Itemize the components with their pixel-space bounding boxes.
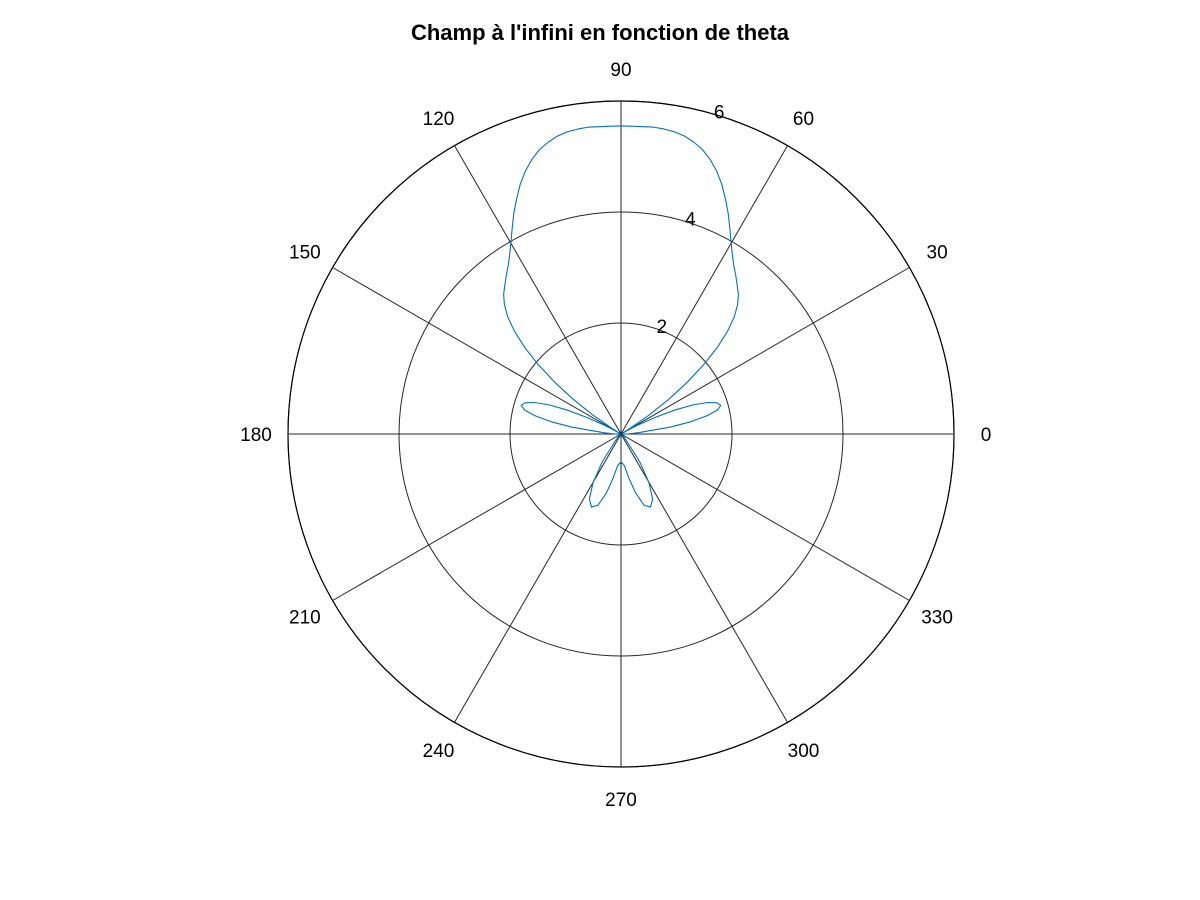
angle-tick-label-60: 60 <box>793 109 814 130</box>
angle-spoke-150 <box>332 267 622 435</box>
radial-tick-label-6: 6 <box>714 102 725 123</box>
polar-labels: 0 30 60 90 120 150 180 210 240 270 300 330 2 4 6 <box>240 60 991 811</box>
radial-tick-label-2: 2 <box>656 317 667 338</box>
angle-tick-label-150: 150 <box>289 243 321 264</box>
angle-spoke-120 <box>454 145 622 435</box>
angle-spoke-240 <box>454 433 622 723</box>
angle-tick-label-30: 30 <box>927 243 948 264</box>
angle-spoke-210 <box>332 433 622 601</box>
angle-tick-label-0: 0 <box>981 425 992 446</box>
angle-spoke-300 <box>620 433 788 723</box>
angle-tick-label-330: 330 <box>921 608 953 629</box>
angle-tick-label-90: 90 <box>610 60 631 81</box>
angle-tick-label-270: 270 <box>605 790 637 811</box>
angle-spoke-30 <box>620 267 910 435</box>
angle-tick-label-210: 210 <box>289 608 321 629</box>
angle-tick-label-120: 120 <box>423 109 455 130</box>
angle-spoke-60 <box>620 145 788 435</box>
series-line-0 <box>503 125 739 508</box>
series-layer <box>503 125 739 508</box>
angle-tick-label-180: 180 <box>240 425 272 446</box>
angle-tick-label-240: 240 <box>423 741 455 762</box>
angle-tick-label-300: 300 <box>788 741 820 762</box>
angle-spoke-330 <box>620 433 910 601</box>
chart-title: Champ à l'infini en fonction de theta <box>410 20 790 45</box>
polar-grid <box>287 100 955 768</box>
radial-tick-label-4: 4 <box>685 210 696 231</box>
